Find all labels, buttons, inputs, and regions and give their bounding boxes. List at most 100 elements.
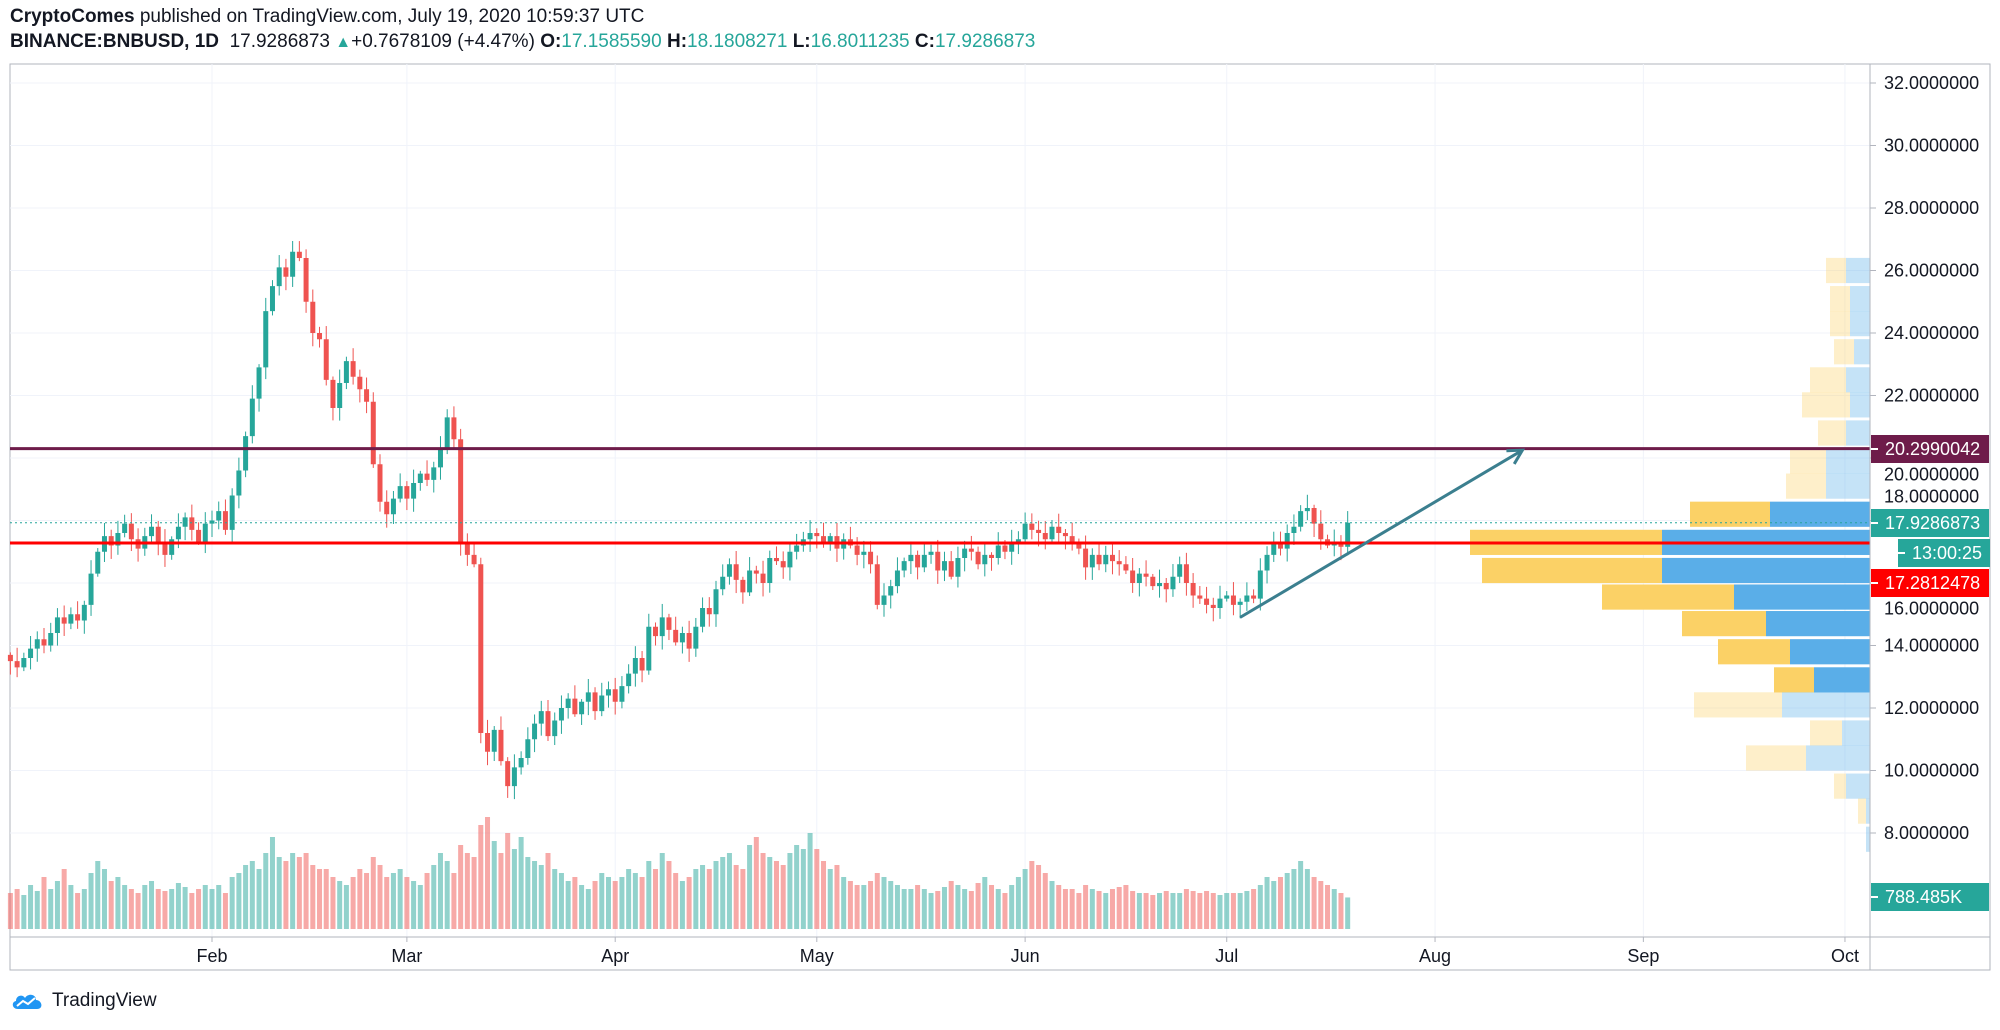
volume-bar bbox=[54, 881, 60, 929]
candle-body bbox=[767, 558, 773, 583]
candle-body bbox=[249, 398, 255, 437]
candle-body bbox=[686, 633, 692, 649]
volume-bar bbox=[34, 891, 40, 929]
profile-bar-up bbox=[1826, 473, 1870, 499]
candle-body bbox=[209, 520, 215, 524]
profile-bar-down bbox=[1482, 557, 1662, 584]
volume-bar bbox=[1177, 893, 1183, 929]
volume-bar bbox=[518, 837, 524, 929]
candle-body bbox=[263, 311, 269, 368]
volume-bar bbox=[1237, 893, 1243, 929]
profile-bar-down bbox=[1858, 798, 1866, 824]
volume-bar bbox=[955, 885, 961, 929]
volume-bar bbox=[135, 893, 141, 929]
volume-bar bbox=[1089, 889, 1095, 929]
candle-body bbox=[323, 339, 329, 380]
trend-arrow[interactable] bbox=[1239, 448, 1526, 619]
candle-body bbox=[330, 379, 336, 408]
tradingview-logo[interactable]: TradingView bbox=[10, 990, 157, 1012]
candle-body bbox=[175, 526, 181, 540]
volume-bar bbox=[1190, 891, 1196, 929]
profile-bar-up bbox=[1814, 667, 1870, 693]
volume-bar bbox=[1143, 893, 1149, 929]
volume-bar bbox=[1116, 887, 1122, 929]
candle-body bbox=[1298, 511, 1304, 527]
volume-bar bbox=[263, 853, 269, 929]
profile-bar-down bbox=[1810, 367, 1846, 393]
candle-body bbox=[1130, 570, 1136, 583]
candle-body bbox=[720, 576, 726, 590]
candle-body bbox=[397, 486, 403, 499]
author-name[interactable]: CryptoComes bbox=[10, 6, 135, 27]
candles bbox=[7, 240, 1351, 800]
volume-bar bbox=[149, 881, 155, 929]
volume-bar bbox=[767, 857, 773, 929]
volume-bar bbox=[545, 853, 551, 929]
candle-body bbox=[894, 570, 900, 587]
volume-bar bbox=[605, 877, 611, 929]
candle-body bbox=[115, 533, 121, 546]
horizontal-lines[interactable] bbox=[10, 447, 1870, 545]
candle-body bbox=[182, 517, 188, 527]
volume-bar bbox=[256, 869, 262, 929]
candle-body bbox=[1244, 595, 1250, 602]
volume-bar bbox=[834, 865, 840, 929]
volume-bar bbox=[209, 889, 215, 929]
volume-bar bbox=[1103, 893, 1109, 929]
candle-body bbox=[1230, 595, 1236, 605]
volume-bar bbox=[276, 857, 282, 929]
candle-body bbox=[424, 473, 430, 480]
candle-body bbox=[1049, 526, 1055, 540]
volume-bar bbox=[881, 877, 887, 929]
volume-bar bbox=[532, 861, 538, 929]
volume-bar bbox=[1257, 885, 1263, 929]
candle-body bbox=[962, 548, 968, 558]
candle-body bbox=[565, 698, 571, 708]
volume-bar bbox=[773, 861, 779, 929]
close-label: C: bbox=[914, 31, 935, 52]
volume-bar bbox=[222, 893, 228, 929]
profile-bar-up bbox=[1662, 557, 1870, 584]
candle-body bbox=[1163, 583, 1169, 590]
volume-bar bbox=[404, 877, 410, 929]
candle-body bbox=[854, 545, 860, 555]
profile-bar-up bbox=[1866, 826, 1870, 852]
candle-body bbox=[881, 595, 887, 605]
volume-bar bbox=[437, 853, 443, 929]
candle-body bbox=[202, 523, 208, 543]
candle-body bbox=[296, 251, 302, 258]
volume-bar bbox=[1022, 869, 1028, 929]
profile-bar-up bbox=[1846, 773, 1870, 799]
volume-bar bbox=[1157, 893, 1163, 929]
volume-profile bbox=[1470, 257, 1870, 852]
volume-bar bbox=[68, 885, 74, 929]
candle-body bbox=[88, 573, 94, 605]
candle-body bbox=[1284, 533, 1290, 549]
profile-bar-down bbox=[1694, 692, 1782, 718]
candle-body bbox=[377, 464, 383, 502]
price-tick-label: 14.0000000 bbox=[1884, 636, 1979, 656]
candle-body bbox=[1251, 595, 1257, 599]
volume-bar bbox=[498, 853, 504, 929]
candle-body bbox=[1210, 604, 1216, 608]
volume-bar bbox=[48, 889, 54, 929]
profile-bar-up bbox=[1846, 367, 1870, 393]
profile-bar-up bbox=[1826, 448, 1870, 474]
volume-bar bbox=[384, 877, 390, 929]
tradingview-brand: TradingView bbox=[52, 990, 157, 1011]
candle-body bbox=[485, 733, 491, 752]
candle-body bbox=[713, 589, 719, 615]
volume-bar bbox=[975, 883, 981, 929]
volume-bar bbox=[733, 865, 739, 929]
profile-bar-down bbox=[1774, 667, 1814, 693]
candle-body bbox=[1109, 554, 1115, 562]
trend-arrow-line[interactable] bbox=[1239, 448, 1524, 619]
candle-body bbox=[61, 617, 67, 624]
candle-body bbox=[989, 554, 995, 558]
candle-body bbox=[222, 511, 228, 530]
candle-body bbox=[1291, 526, 1297, 533]
profile-bar-down bbox=[1834, 339, 1854, 365]
candle-body bbox=[464, 542, 470, 555]
volume-bar bbox=[478, 825, 484, 929]
